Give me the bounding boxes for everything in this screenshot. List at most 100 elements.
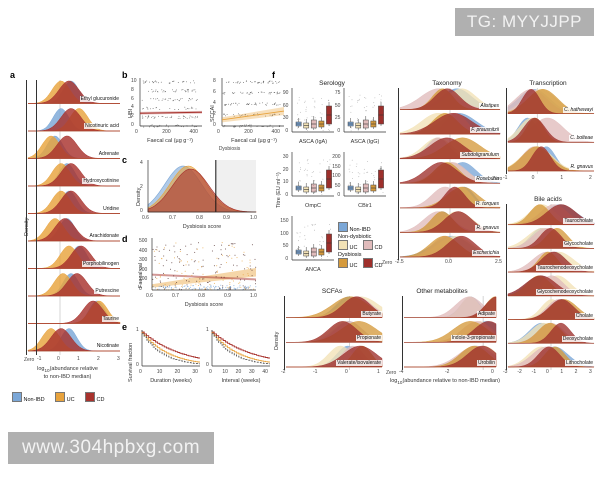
serology-ytick: 0 [337,192,341,198]
panel-b-ytick: 4 [213,100,216,106]
panel-a-tick: 1 [77,356,80,362]
serology-ytick: 0 [285,256,289,262]
serology-ytick: 50 [334,102,341,109]
othm-xtick: -4 [399,369,404,375]
panel-e-label: e [122,322,128,332]
scfa-xtick: -2 [281,369,286,375]
panel-d-ytick: 200 [139,266,148,273]
panel-b-ytick: 8 [213,78,216,84]
serology-ytick: 150 [280,218,289,224]
panel-b-ytick: 10 [131,78,137,84]
scfa-xtick: -1 [313,369,318,375]
serology-ytick: 0 [337,128,341,134]
ridge-row-label: Taurocholate [563,217,594,224]
panel-c-xlabel: Dysbiosis score [182,224,222,230]
ridge-row-label: R. gnavus [569,164,594,170]
ridge-row-label: Deoxycholate [561,336,594,343]
panel-c-xtick: 1.0 [250,215,257,221]
transcription-ridgeline: C. hathewayi C. bolteae R. gnavus [506,88,595,174]
panel-e-duration-xlabel: Duration (weeks) [150,378,192,384]
panel-e-xtick: 10 [222,369,228,375]
panel-e-xtick: 0 [209,369,212,375]
panel-a-tick: 2 [97,356,100,362]
bile-xtick: -2 [517,369,522,375]
panel-b-hbi-ylabel: HBI [128,108,134,118]
ridge-row-label: R. gnavus [475,225,500,232]
panel-c-ytick: 2 [140,184,143,190]
panel-a-xlabel-line2: to non-IBD median) [43,374,92,380]
legend-dys-non-ibd: Non-IBD [338,222,406,233]
panel-a-row-label: Adrenate [97,150,120,157]
panel-a-xticks: -1 0 1 2 3 [28,356,120,366]
trx-xtick: 0 [531,175,535,181]
swatch-uc-nondys [338,240,348,250]
panel-b-xtick: 200 [162,129,171,135]
panel-a-label: a [10,70,16,80]
panel-a-row-label: Ethyl glucuronide [79,95,120,102]
panel-b-ytick: 8 [131,86,134,93]
serology-ylabel: Titre (EU ml⁻¹) [276,172,282,208]
panel-d-ytick: 300 [139,257,148,264]
legend-item-cd: CD [85,392,105,403]
transcription-title: Transcription [529,80,567,87]
other-metabolites-xticks: -4 -2 0 [399,369,496,379]
legend-dys-group1-title: Non-dysbiotic [338,234,372,240]
panel-a-row-label: Uridine [102,205,120,212]
serology-label-asca-iga: ASCA (IgA) [298,139,328,145]
serology-ytick: 25 [334,115,341,122]
panel-a-row-label: Taurine [101,315,120,322]
panel-a-yaxis [26,80,27,355]
serology-ytick: 50 [334,182,341,189]
legend-label-cd: CD [96,397,105,403]
ridge-row-label: Glycochenodeoxycholate [536,288,594,295]
serology-label-asca-igg: ASCA (IgG) [350,139,380,145]
ridge-row-label: Cholate [574,312,594,319]
panel-c-xtick: 0.7 [169,215,176,221]
panel-b-hbi-xlabel: Faecal cal (µg g⁻¹) [147,138,193,144]
bile-xtick: 3 [589,369,592,375]
bile-xtick: 1 [560,369,564,375]
panel-b-ytick: 0 [213,122,216,128]
panel-a-xlabel-line1: log10(abundance relative [37,366,98,374]
panel-d-label: d [122,234,128,244]
panel-b-xtick: 0 [135,129,138,135]
serology-ytick: 90 [282,90,289,96]
othm-xtick: 0 [491,369,494,375]
tax-xtick: -2.5 [395,259,404,265]
legend-item-uc: UC [55,392,75,403]
panel-b-xtick: 200 [244,129,253,135]
panel-d-xtick: 1.0 [250,293,257,299]
panel-a-tick: -1 [37,356,42,362]
panel-c-xtick: 0.9 [223,215,230,221]
bile-yaxis [506,204,507,370]
panel-b-label: b [122,70,128,80]
swatch-non-ibd [12,392,22,402]
taxonomy-zero-tick: Zero [382,260,393,266]
legend-label-uc: UC [66,397,75,403]
other-metabolites-ridgeline: Adipate Indole-3-propionate Urobilin [402,296,497,370]
swatch-cd-dys [363,258,374,268]
panel-b-ytick: 2 [131,113,134,120]
panel-e-xtick: 40 [262,369,268,375]
serology-box-anca: 0 50 100 150 [280,216,334,266]
panel-f-shared-xlabel: log10(abundance relative to non-IBD medi… [330,378,560,385]
panel-c-ytick: 4 [140,160,143,166]
legend-item-non-ibd: Non-IBD [12,392,45,403]
panel-a-zero-break [36,80,37,355]
legend-cd-nondys-label: CD [374,245,383,251]
serology-ytick: 100 [280,230,289,237]
panel-f-shared-xlabel-text: log10(abundance relative to non-IBD medi… [390,378,500,386]
other-metabolites-zero-tick: Zero [386,370,397,376]
panel-a-row-label: Porphobilinogen [81,260,120,267]
serology-ytick: 60 [282,102,289,109]
scfas-xticks: -2 -1 0 1 [281,369,382,379]
panel-b-ytick: 2 [213,111,216,117]
panel-c-xtick: 0.8 [196,215,203,221]
serology-ytick: 30 [282,154,289,160]
panel-a-xlabel-1: log10(abundance relative [10,366,125,373]
bile-xtick: -3 [503,369,508,375]
panel-b-xtick: 400 [189,129,198,135]
panel-e-xtick: 30 [192,369,198,375]
serology-box-cbir1: 0 50 100 150 200 [332,152,386,202]
serology-ytick: 30 [282,115,289,122]
